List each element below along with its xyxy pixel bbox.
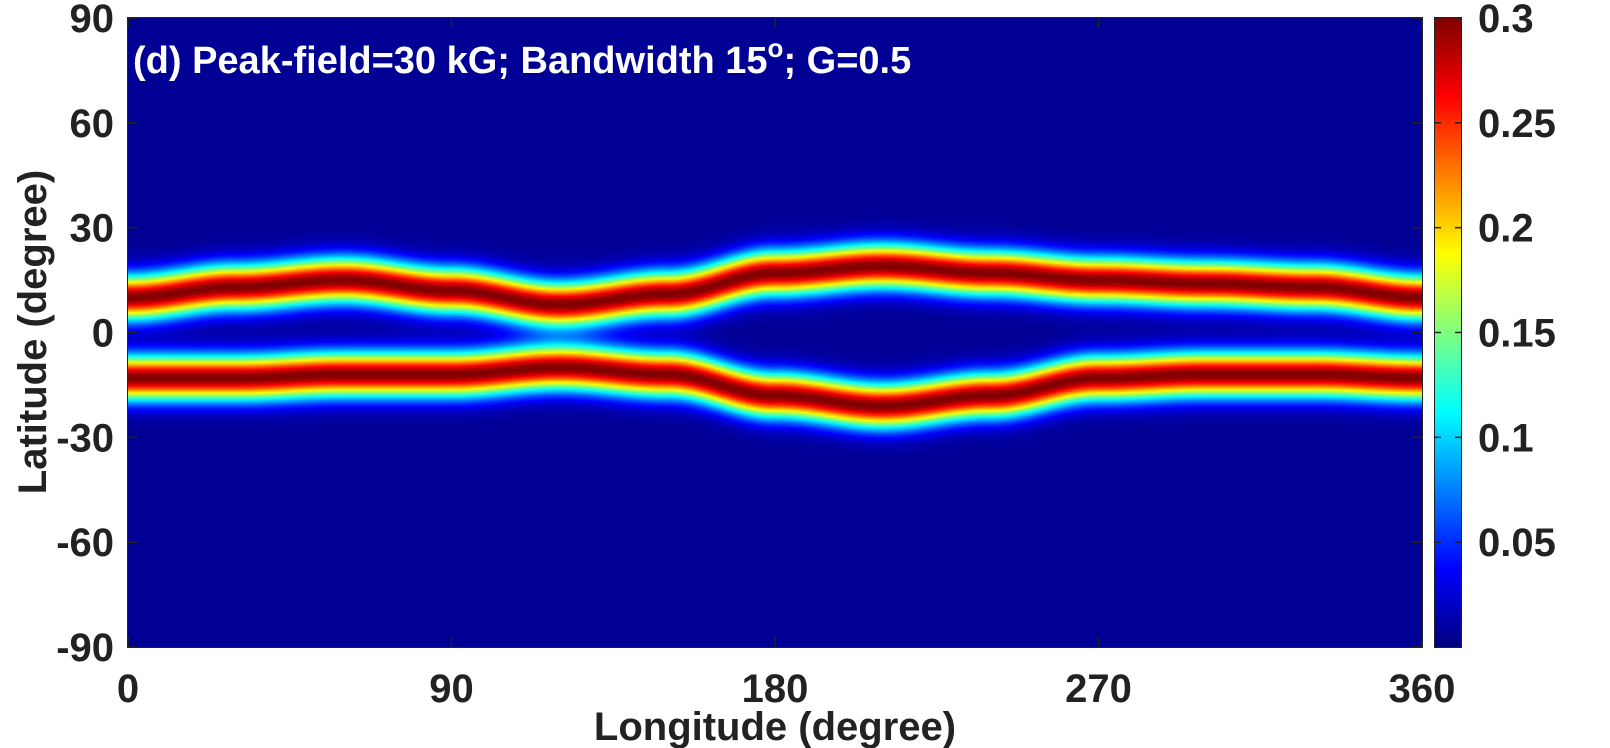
colorbar-tick-label: 0.05 (1478, 521, 1556, 565)
y-tick-label: 90 (70, 0, 115, 41)
y-tick-label: -90 (56, 626, 114, 670)
colorbar-tick-label: 0.3 (1478, 0, 1534, 41)
annotation-prefix: (d) Peak-field=30 kG; Bandwidth 15 (133, 40, 768, 82)
x-tick-label: 0 (117, 667, 139, 711)
y-tick-label: -30 (56, 416, 114, 460)
y-tick-label: 30 (70, 207, 115, 251)
colorbar-tick-label: 0.15 (1478, 312, 1556, 356)
x-tick-label: 180 (742, 667, 809, 711)
panel-annotation: (d) Peak-field=30 kG; Bandwidth 15o; G=0… (133, 35, 912, 83)
x-tick-label: 90 (429, 667, 474, 711)
y-tick-label: -60 (56, 521, 114, 565)
colorbar-tick-label: 0.1 (1478, 416, 1534, 460)
colorbar-ticks: 0.3 0.25 0.2 0.15 0.1 0.05 (1435, 0, 1556, 565)
colorbar-tick-label: 0.2 (1478, 207, 1534, 251)
x-tick-label: 360 (1389, 667, 1456, 711)
annotation-degree-superscript: o (767, 33, 784, 63)
y-tick-label: 60 (70, 102, 115, 146)
annotation-suffix: ; G=0.5 (783, 40, 912, 82)
x-axis-label: Longitude (degree) (594, 705, 956, 748)
y-tick-label: 0 (92, 312, 114, 356)
x-tick-label: 270 (1065, 667, 1132, 711)
heatmap-image (128, 18, 1422, 647)
y-axis-label: Latitude (degree) (11, 170, 55, 494)
y-axis-ticks: 90 60 30 0 -30 -60 -90 (56, 0, 1422, 670)
x-axis-ticks: 0 90 180 270 360 (117, 18, 1456, 711)
colorbar-tick-label: 0.25 (1478, 102, 1556, 146)
